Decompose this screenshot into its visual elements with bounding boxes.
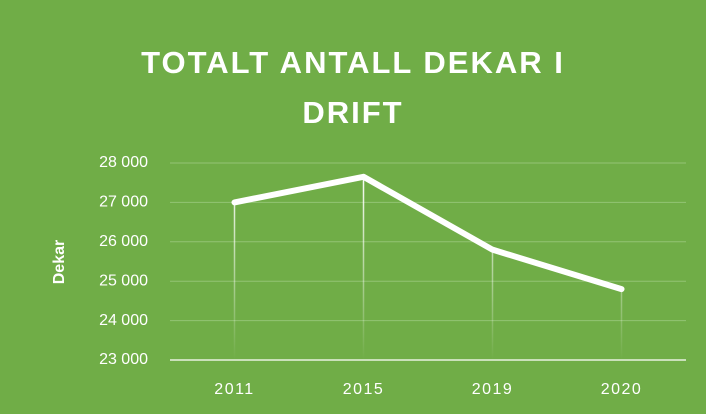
y-axis-label: Dekar (51, 240, 68, 284)
y-tick-label: 26 000 (99, 233, 148, 250)
y-tick-label: 28 000 (99, 154, 148, 171)
y-tick-label: 23 000 (99, 351, 148, 368)
x-tick-label: 2011 (214, 381, 254, 398)
y-tick-label: 24 000 (99, 312, 148, 329)
y-tick-label: 25 000 (99, 272, 148, 289)
x-tick-label: 2015 (343, 381, 385, 398)
y-tick-label: 27 000 (99, 194, 148, 211)
chart-title: TOTALT ANTALL DEKAR I DRIFT (141, 45, 565, 130)
x-tick-label: 2020 (601, 381, 643, 398)
x-tick-label: 2019 (472, 381, 514, 398)
line (231, 173, 625, 293)
